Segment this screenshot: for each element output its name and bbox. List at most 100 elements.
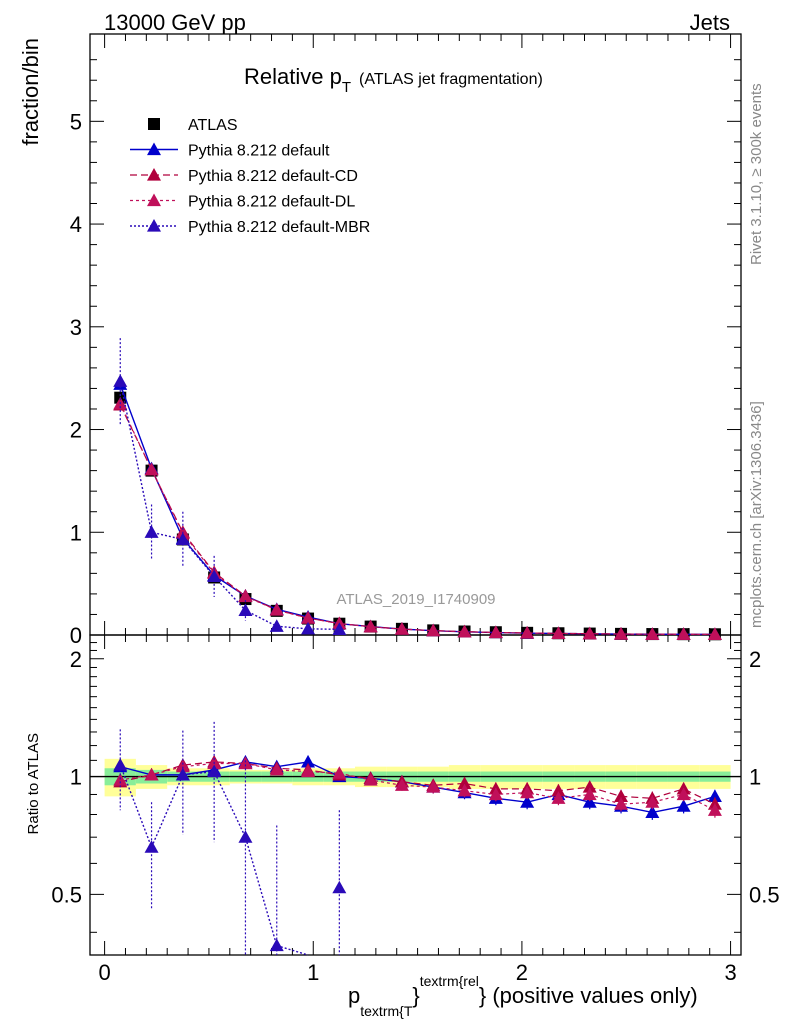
title-paren: (ATLAS jet fragmentation) (359, 71, 543, 88)
mc-point (426, 623, 441, 637)
ratio-point (614, 789, 629, 802)
mc-line (119, 403, 715, 636)
mc-point (238, 589, 253, 603)
mc-point (645, 627, 660, 640)
ratio-y-tick-label-left: 2 (70, 647, 82, 672)
mc-point (363, 619, 378, 633)
xlabel-p: p (348, 983, 360, 1008)
ratio-point (332, 766, 347, 779)
xlabel-sup: textrm{rel (420, 973, 479, 989)
ratio-point (520, 795, 535, 808)
mc-point (614, 627, 629, 640)
legend-marker (147, 168, 161, 181)
mc-point (332, 622, 347, 635)
plot-frames (89, 33, 742, 956)
mc-point (551, 626, 566, 640)
title-sub: T (342, 79, 351, 96)
ratio-point (238, 756, 253, 770)
legend-label: Pythia 8.212 default (188, 143, 330, 160)
y-tick-label: 4 (70, 212, 82, 237)
ratio-y-tick-label-right: 2 (749, 647, 761, 672)
legend-marker-atlas (148, 118, 160, 130)
ratio-line (120, 761, 716, 805)
mc-point (269, 603, 284, 616)
ratio-point (332, 880, 347, 894)
ratio-point (582, 780, 597, 793)
rivet-label: Rivet 3.1.10, ≥ 300k events (748, 83, 765, 265)
y-tick-label: 5 (70, 109, 82, 134)
legend-label: Pythia 8.212 default-MBR (188, 219, 370, 236)
mc-point (301, 611, 316, 624)
ratio-point (520, 785, 535, 799)
ratio-point (426, 780, 441, 793)
ratio-point (144, 840, 159, 853)
ratio-point (457, 776, 472, 790)
xlabel-brace: } (412, 983, 419, 1008)
ratio-point (394, 778, 409, 791)
ratio-point (676, 787, 691, 801)
ratio-point (582, 795, 597, 808)
main-series (113, 338, 722, 641)
ratio-series (113, 721, 722, 956)
ratio-point (269, 762, 284, 776)
ratio-point (269, 938, 284, 952)
y-tick-label: 2 (70, 418, 82, 443)
ratio-point (551, 791, 566, 804)
ratio-y-tick-label-left: 0.5 (51, 882, 82, 907)
xlabel-rest: } (positive values only) (479, 983, 698, 1008)
mc-point (175, 532, 190, 546)
axis-tick-labels: 0 1 2 3 0 1 2 3 4 5 0.5 0.5 1 1 2 2 (51, 109, 779, 985)
ratio-point (301, 754, 316, 768)
ratio-y-tick-label-left: 1 (70, 765, 82, 790)
y-tick-label: 3 (70, 315, 82, 340)
mc-point (144, 462, 159, 476)
legend-marker (147, 219, 161, 232)
y-tick-label: 1 (70, 520, 82, 545)
ratio-point (614, 797, 629, 810)
header-left: 13000 GeV pp (104, 10, 246, 35)
ratio-y-tick-label-right: 1 (749, 765, 761, 790)
y-axis-label: fraction/bin (18, 38, 43, 146)
mc-point (144, 525, 159, 538)
x-tick-label: 0 (98, 960, 110, 985)
mc-point (301, 621, 316, 635)
ratio-line (119, 764, 309, 956)
ratio-point (301, 764, 316, 778)
ratio-line (120, 762, 716, 811)
mc-point (676, 627, 691, 640)
mc-point (520, 626, 535, 639)
ratio-point (488, 787, 503, 801)
ratio-point (582, 787, 597, 801)
x-tick-label: 2 (516, 960, 528, 985)
mc-point (113, 374, 128, 387)
legend-marker (147, 142, 161, 156)
mcplots-label: mcplots.cern.ch [arXiv:1306.3436] (748, 401, 765, 628)
title-main: Relative p (244, 64, 342, 89)
legend: ATLAS Pythia 8.212 default Pythia 8.212 de… (130, 117, 370, 236)
analysis-watermark: ATLAS_2019_I1740909 (336, 591, 495, 608)
mc-point (269, 619, 284, 632)
ratio-point (457, 783, 472, 797)
ratio-point (144, 767, 159, 781)
ratio-y-tick-label-right: 0.5 (749, 882, 780, 907)
x-tick-label: 3 (724, 960, 736, 985)
legend-marker (147, 193, 161, 207)
mc-line (119, 381, 340, 631)
ratio-point (676, 799, 691, 812)
mc-point (582, 626, 597, 640)
header-right: Jets (690, 10, 730, 35)
ratio-point (707, 803, 722, 816)
ratio-point (363, 772, 378, 786)
ratio-point (645, 795, 660, 808)
ratio-point (175, 759, 190, 773)
ratio-point (238, 830, 253, 843)
ratio-point (175, 767, 190, 781)
mc-point (457, 624, 472, 638)
legend-label: ATLAS (188, 117, 238, 134)
x-axis-label: ptextrm{T}textrm{rel} (positive values o… (348, 973, 698, 1019)
ratio-panel-frame (89, 634, 742, 956)
ratio-y-axis-label: Ratio to ATLAS (25, 733, 42, 834)
chart-title: Relative pT (ATLAS jet fragmentation) (244, 64, 543, 96)
ratio-point (113, 758, 128, 771)
